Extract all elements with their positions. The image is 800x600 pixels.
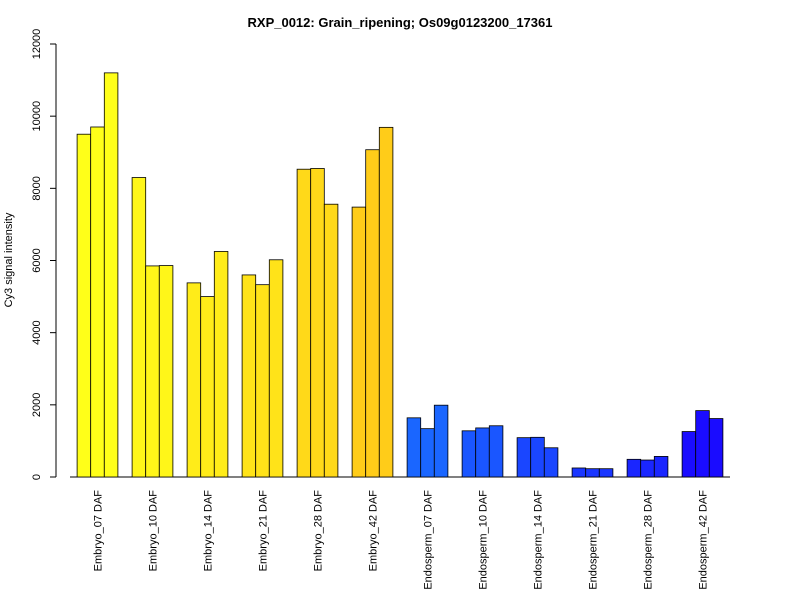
bar-6-0 bbox=[406, 417, 422, 478]
x-tick-label: Embryo_42 DAF bbox=[368, 490, 380, 572]
bar-1-1 bbox=[145, 265, 160, 478]
bar-9-1 bbox=[585, 468, 600, 478]
bar-10-0 bbox=[626, 458, 642, 478]
bar-5-0 bbox=[351, 206, 367, 478]
bar-9-0 bbox=[571, 467, 587, 478]
x-tick-label: Endosperm_10 DAF bbox=[478, 490, 490, 590]
bar-3-1 bbox=[255, 284, 270, 478]
bar-3-2 bbox=[268, 259, 284, 478]
bar-8-0 bbox=[516, 437, 532, 478]
bar-11-2 bbox=[708, 418, 724, 478]
y-tick-label: 0 bbox=[31, 474, 43, 480]
x-tick-label: Endosperm_21 DAF bbox=[588, 490, 600, 590]
bar-6-1 bbox=[420, 428, 435, 478]
bar-5-2 bbox=[378, 126, 394, 478]
x-tick-label: Endosperm_42 DAF bbox=[698, 490, 710, 590]
bar-4-1 bbox=[310, 168, 325, 478]
bar-0-0 bbox=[76, 133, 92, 478]
bar-6-2 bbox=[433, 404, 449, 478]
x-tick-labels: Embryo_07 DAF Embryo_10 DAF Embryo_14 DAF E… bbox=[93, 490, 710, 590]
bar-8-2 bbox=[543, 447, 559, 478]
y-tick-label: 2000 bbox=[31, 393, 43, 417]
y-tick-label: 10000 bbox=[31, 101, 43, 132]
y-axis-label: Cy3 signal intensity bbox=[3, 212, 15, 307]
bar-7-2 bbox=[488, 425, 504, 478]
x-tick-label: Embryo_14 DAF bbox=[203, 490, 215, 572]
bars-group bbox=[76, 72, 724, 478]
bar-2-0 bbox=[186, 282, 202, 478]
x-tick-label: Endosperm_28 DAF bbox=[643, 490, 655, 590]
x-tick-label: Embryo_10 DAF bbox=[148, 490, 160, 572]
bar-0-1 bbox=[90, 126, 105, 478]
y-tick-label: 4000 bbox=[31, 320, 43, 344]
x-tick-label: Embryo_21 DAF bbox=[258, 490, 270, 572]
bar-3-0 bbox=[241, 274, 257, 478]
bar-4-0 bbox=[296, 168, 312, 478]
bar-9-2 bbox=[598, 468, 614, 478]
bar-10-2 bbox=[653, 456, 669, 478]
bar-4-2 bbox=[323, 203, 339, 478]
bar-0-2 bbox=[103, 72, 119, 478]
y-tick-label: 12000 bbox=[31, 29, 43, 60]
chart-title: RXP_0012: Grain_ripening; Os09g0123200_1… bbox=[248, 15, 553, 30]
bar-7-1 bbox=[475, 427, 490, 478]
x-tick-label: Endosperm_14 DAF bbox=[533, 490, 545, 590]
bar-1-2 bbox=[158, 265, 174, 478]
x-tick-label: Embryo_28 DAF bbox=[313, 490, 325, 572]
bar-10-1 bbox=[640, 459, 655, 478]
y-tick-label: 8000 bbox=[31, 176, 43, 200]
x-tick-label: Endosperm_07 DAF bbox=[423, 490, 435, 590]
bar-5-1 bbox=[365, 149, 380, 478]
bar-8-1 bbox=[530, 436, 545, 478]
bar-2-2 bbox=[213, 251, 229, 478]
bar-1-0 bbox=[131, 177, 147, 478]
y-axis: 0 2000 4000 6000 8000 10000 12000 bbox=[31, 29, 57, 480]
bar-2-1 bbox=[200, 296, 215, 478]
y-tick-label: 6000 bbox=[31, 248, 43, 272]
x-tick-label: Embryo_07 DAF bbox=[93, 490, 105, 572]
bar-11-1 bbox=[695, 410, 710, 478]
bar-7-0 bbox=[461, 430, 477, 478]
bar-11-0 bbox=[681, 431, 697, 478]
